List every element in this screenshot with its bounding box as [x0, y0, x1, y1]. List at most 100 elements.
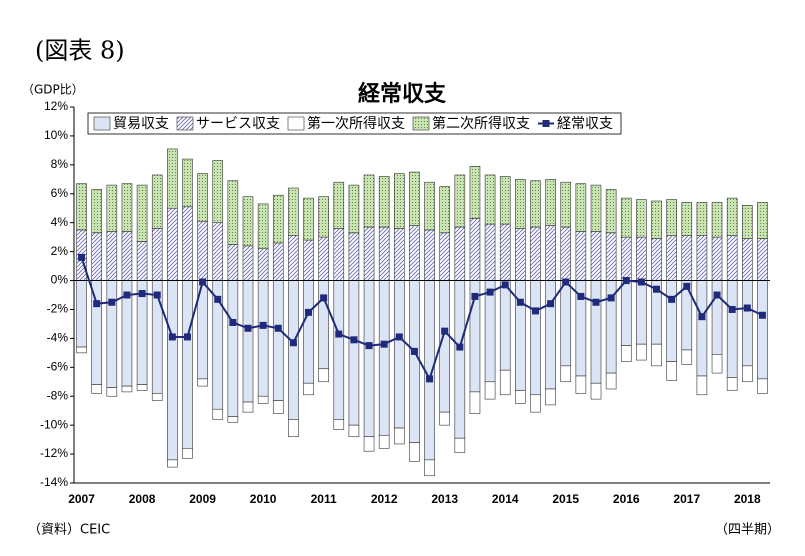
bar	[560, 280, 572, 367]
bar	[76, 183, 87, 231]
line-marker	[289, 339, 297, 347]
x-tick-label: 2008	[129, 492, 156, 506]
bar	[227, 280, 239, 417]
x-tick-label: 2010	[250, 492, 277, 506]
bar	[272, 242, 284, 281]
line-marker	[138, 290, 146, 298]
bar	[711, 236, 723, 281]
bar	[575, 375, 587, 394]
bar	[151, 174, 163, 229]
bar	[121, 183, 133, 232]
line-marker	[320, 294, 328, 302]
bar	[242, 245, 254, 281]
y-tick-label: 0%	[51, 273, 69, 287]
bar	[257, 280, 269, 397]
bar	[636, 236, 647, 281]
legend-swatch	[412, 116, 430, 131]
bar	[515, 390, 526, 404]
bar	[651, 238, 662, 281]
bar	[711, 353, 723, 374]
y-axis-label: （GDP比）	[22, 83, 84, 97]
bar	[620, 280, 632, 346]
bar	[696, 375, 708, 396]
legend-label: 経常収支	[557, 116, 613, 132]
line-marker	[153, 291, 161, 299]
bar	[696, 280, 708, 377]
bar	[394, 280, 405, 429]
line-marker	[78, 253, 86, 261]
line-marker	[335, 330, 343, 338]
line-marker	[698, 313, 706, 321]
source: （資料）CEIC	[28, 523, 110, 538]
x-tick-label: 2007	[68, 492, 95, 506]
bar	[590, 231, 602, 281]
bar	[681, 280, 693, 351]
bar	[530, 180, 541, 228]
bar	[469, 391, 481, 414]
bar	[560, 226, 572, 281]
line-marker	[728, 305, 736, 313]
line-marker	[365, 342, 373, 350]
bar	[499, 176, 511, 225]
bar	[76, 346, 87, 354]
y-tick-label: -14%	[40, 475, 68, 489]
line	[80, 257, 763, 382]
bar	[91, 384, 102, 394]
bar	[469, 165, 481, 219]
x-tick-label: 2009	[189, 492, 216, 506]
bar	[620, 345, 632, 362]
bar	[333, 228, 345, 281]
x-tick-label: 2018	[734, 492, 761, 506]
bar	[636, 280, 647, 345]
y-tick-label: 10%	[44, 128, 68, 142]
bar	[242, 401, 254, 413]
x-axis-label: （四半期）	[715, 523, 780, 538]
bar	[726, 377, 738, 391]
line-marker	[441, 327, 449, 335]
bar	[227, 416, 239, 423]
bar	[318, 196, 329, 238]
bar	[726, 235, 738, 281]
bar	[333, 181, 345, 229]
line-marker	[199, 278, 207, 286]
bar	[681, 235, 693, 281]
bar	[106, 231, 118, 281]
y-tick-label: 4%	[51, 215, 69, 229]
bar	[227, 180, 239, 245]
bar	[348, 184, 360, 234]
bar	[394, 228, 405, 281]
bar	[303, 382, 314, 396]
bar	[378, 280, 390, 436]
bar	[757, 202, 768, 239]
bar	[409, 171, 420, 226]
bar	[288, 280, 299, 420]
bar	[726, 197, 738, 237]
bar	[378, 434, 390, 449]
bar	[303, 280, 314, 384]
bar	[363, 174, 375, 228]
bar	[454, 280, 466, 439]
bar	[590, 184, 602, 232]
bar	[363, 280, 375, 438]
bar	[333, 280, 345, 420]
bar	[288, 235, 299, 281]
bar	[560, 181, 572, 228]
bar	[742, 238, 753, 281]
bar	[545, 179, 556, 226]
bar	[378, 176, 390, 228]
bar	[348, 232, 360, 281]
x-tick-label: 2014	[492, 492, 519, 506]
legend-box	[87, 112, 622, 135]
bar	[242, 196, 254, 247]
bar	[530, 226, 541, 281]
bar	[757, 378, 768, 394]
legend-label: サービス収支	[196, 116, 280, 132]
y-tick-label: -2%	[47, 302, 69, 316]
line-marker	[229, 318, 237, 326]
line-marker	[380, 340, 388, 348]
bar	[409, 280, 420, 443]
bar	[469, 218, 481, 281]
y-tick-label: -10%	[40, 417, 68, 431]
bar	[620, 236, 632, 281]
